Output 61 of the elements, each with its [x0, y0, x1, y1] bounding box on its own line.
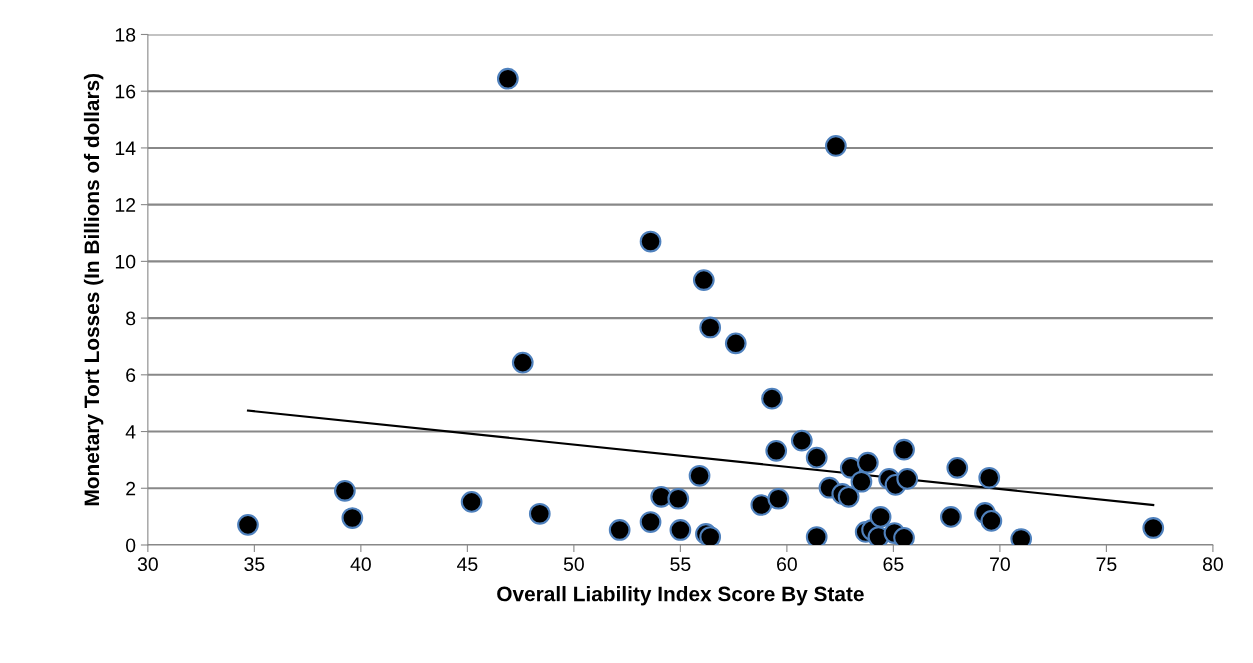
- point: [639, 511, 662, 533]
- point: [893, 438, 915, 461]
- x-tick-label: 35: [244, 557, 265, 572]
- y-axis-title: Monetary Tort Losses (In Billions of dollars): [83, 73, 104, 506]
- point: [893, 527, 915, 545]
- point: [805, 526, 828, 545]
- point: [650, 485, 673, 508]
- point: [511, 351, 534, 374]
- point: [750, 494, 773, 516]
- point: [825, 135, 847, 157]
- point: [896, 468, 919, 490]
- y-tick-label: 2: [126, 481, 136, 496]
- point: [980, 510, 1003, 532]
- point: [699, 526, 722, 545]
- point: [667, 487, 690, 510]
- point: [869, 506, 892, 528]
- point: [761, 387, 783, 410]
- point: [608, 519, 631, 541]
- point: [940, 506, 962, 528]
- y-tick-label: 0: [126, 538, 136, 553]
- x-tick-label: 70: [990, 557, 1010, 572]
- point: [692, 269, 715, 291]
- y-tick-label: 18: [115, 27, 136, 42]
- y-tick-label: 16: [115, 84, 136, 99]
- point: [1142, 517, 1165, 539]
- point: [978, 466, 1001, 489]
- x-tick-label: 45: [457, 557, 478, 572]
- point: [699, 316, 722, 339]
- point: [528, 502, 551, 525]
- point: [669, 519, 692, 541]
- x-tick-label: 50: [563, 557, 584, 572]
- point: [765, 439, 788, 462]
- point: [460, 491, 483, 513]
- point: [837, 485, 860, 508]
- point: [856, 451, 879, 474]
- point: [790, 429, 813, 452]
- point: [724, 332, 747, 355]
- x-tick-label: 55: [670, 557, 691, 572]
- y-tick-label: 10: [115, 254, 136, 269]
- point: [334, 479, 356, 502]
- point: [688, 464, 711, 487]
- y-tick-label: 6: [126, 368, 136, 383]
- point: [639, 230, 662, 253]
- point: [767, 487, 790, 510]
- x-tick-label: 60: [777, 557, 797, 572]
- point: [496, 67, 519, 90]
- point: [850, 470, 873, 493]
- x-tick-label: 80: [1202, 557, 1223, 572]
- x-tick-label: 65: [883, 557, 904, 572]
- y-tick-label: 14: [115, 141, 136, 155]
- y-tick-label: 12: [115, 198, 136, 212]
- x-axis-title: Overall Liability Index Score By State: [497, 586, 864, 606]
- y-tick-label: 8: [126, 311, 136, 326]
- point: [237, 513, 259, 536]
- point: [805, 446, 828, 469]
- point: [341, 507, 364, 529]
- x-tick-label: 30: [137, 557, 158, 572]
- point: [946, 456, 969, 479]
- x-tick-label: 40: [350, 557, 371, 572]
- y-tick-label: 4: [125, 425, 136, 439]
- x-tick-label: 75: [1096, 557, 1117, 572]
